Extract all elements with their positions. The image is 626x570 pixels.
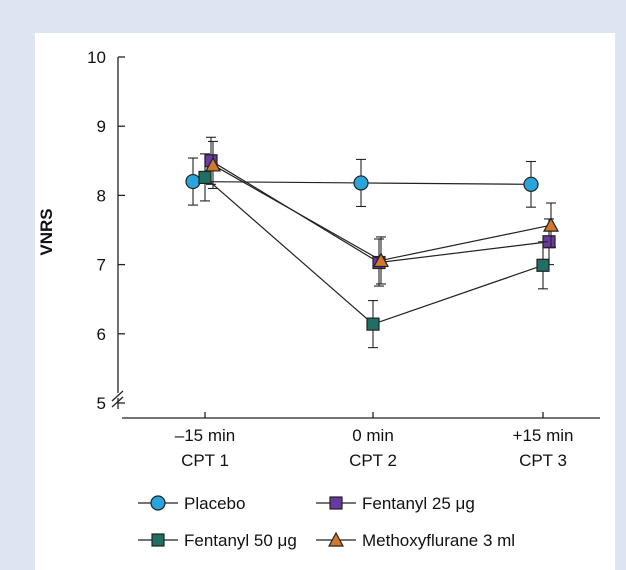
data-point xyxy=(372,252,390,268)
legend-label: Fentanyl 50 μg xyxy=(184,531,297,550)
data-point xyxy=(542,216,560,232)
x-tick-label: 0 min xyxy=(352,426,394,445)
y-tick-label: 9 xyxy=(97,117,106,136)
legend: Placebo Fentanyl 25 μg Fentanyl 50 μg Metho… xyxy=(138,494,515,550)
y-tick-label: 6 xyxy=(97,325,106,344)
series-line xyxy=(210,160,550,264)
legend-label: Fentanyl 25 μg xyxy=(362,494,475,513)
chart-panel xyxy=(35,33,615,570)
series-line xyxy=(212,164,552,262)
data-point xyxy=(523,176,539,192)
legend-item: Fentanyl 25 μg xyxy=(316,494,475,513)
y-tick-label: 5 xyxy=(97,394,106,413)
y-axis-label: VNRS xyxy=(37,208,56,255)
plot-marks xyxy=(185,136,560,349)
legend-item: Placebo xyxy=(138,494,245,513)
legend-marker xyxy=(151,533,165,547)
data-point xyxy=(536,258,550,272)
legend-marker xyxy=(327,531,345,547)
x-tick-sublabel: CPT 3 xyxy=(519,451,567,470)
data-point xyxy=(353,175,369,191)
legend-item: Methoxyflurane 3 ml xyxy=(316,531,515,550)
legend-item: Fentanyl 50 μg xyxy=(138,531,297,550)
legend-label: Methoxyflurane 3 ml xyxy=(362,531,515,550)
x-tick-label: –15 min xyxy=(175,426,235,445)
y-tick-label: 10 xyxy=(87,48,106,67)
legend-label: Placebo xyxy=(184,494,245,513)
y-tick-label: 7 xyxy=(97,256,106,275)
x-tick-label: +15 min xyxy=(513,426,574,445)
data-point xyxy=(366,317,380,331)
axis-break-mark xyxy=(111,396,124,408)
legend-marker xyxy=(329,496,343,510)
axes: 5 6 7 8 9 10 VNRS –15 min CPT 1 0 min CPT 2 +15 min… xyxy=(37,48,600,470)
y-tick-label: 8 xyxy=(97,186,106,205)
data-point xyxy=(198,170,212,185)
legend-marker xyxy=(150,495,166,511)
x-tick-sublabel: CPT 2 xyxy=(349,451,397,470)
axis-break-mark xyxy=(111,390,124,402)
series-line xyxy=(204,176,544,325)
data-point xyxy=(204,156,222,172)
data-point xyxy=(185,173,201,190)
x-tick-sublabel: CPT 1 xyxy=(181,451,229,470)
